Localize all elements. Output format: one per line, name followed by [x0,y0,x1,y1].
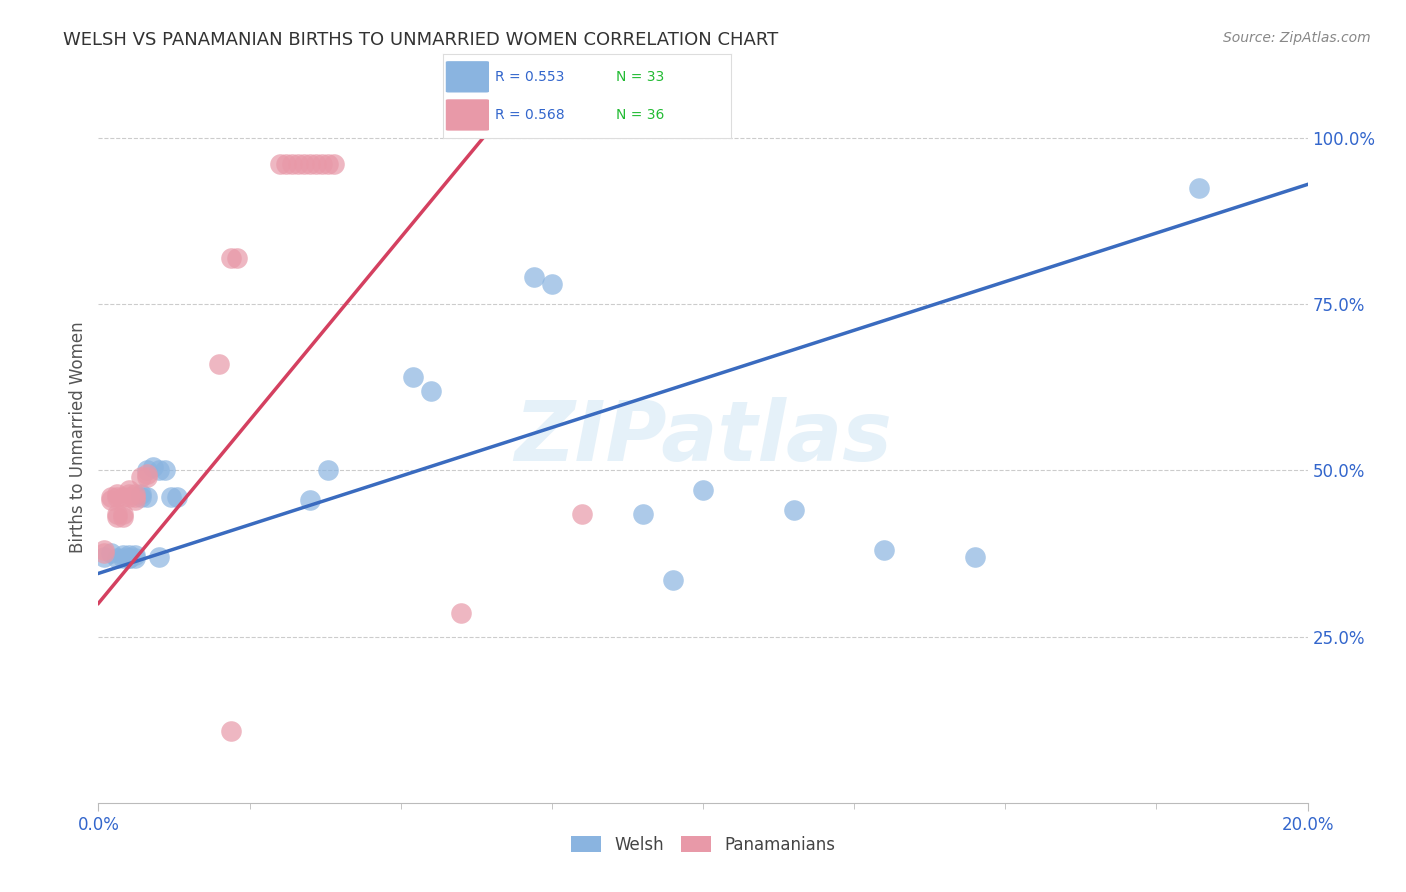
Text: N = 33: N = 33 [616,70,664,84]
Point [316,157,339,171]
Text: ZIPatlas: ZIPatlas [515,397,891,477]
Point [269,157,291,171]
Point [129,486,152,500]
Point [166,490,188,504]
Point [124,490,146,504]
Point [111,549,134,563]
Point [1188,180,1211,194]
Point [148,549,170,564]
Point [105,486,128,500]
Text: N = 36: N = 36 [616,108,664,122]
Point [100,493,122,508]
Point [111,490,134,504]
Point [118,486,141,500]
Point [692,483,714,498]
Y-axis label: Births to Unmarried Women: Births to Unmarried Women [69,321,87,553]
Point [208,357,231,371]
Point [118,549,141,563]
Point [316,463,339,477]
Point [160,490,183,504]
Text: WELSH VS PANAMANIAN BIRTHS TO UNMARRIED WOMEN CORRELATION CHART: WELSH VS PANAMANIAN BIRTHS TO UNMARRIED … [63,31,779,49]
Point [105,551,128,566]
Point [118,490,141,504]
Point [153,463,176,477]
Point [135,463,157,477]
Point [281,157,304,171]
Point [111,507,134,521]
Text: Source: ZipAtlas.com: Source: ZipAtlas.com [1223,31,1371,45]
Point [111,509,134,524]
Point [148,463,170,477]
Point [631,507,654,521]
Point [135,467,157,481]
Point [105,490,128,504]
FancyBboxPatch shape [446,62,489,93]
Point [129,490,152,504]
Point [221,251,243,265]
Point [292,157,315,171]
Point [124,486,146,500]
Point [873,543,896,558]
Point [226,251,249,265]
Point [100,490,122,504]
Point [111,551,134,566]
Point [118,483,141,498]
Point [221,723,243,738]
Point [299,493,322,508]
Point [661,573,683,587]
Point [135,470,157,484]
Point [135,490,157,504]
Point [93,543,115,558]
Point [402,370,425,384]
Point [311,157,333,171]
Point [129,470,152,484]
Point [420,384,443,398]
FancyBboxPatch shape [446,99,489,130]
Point [305,157,328,171]
Point [783,503,806,517]
Point [93,549,115,564]
Point [523,270,546,285]
Point [142,460,165,475]
Point [105,507,128,521]
Point [118,551,141,566]
Point [124,549,146,563]
Point [105,509,128,524]
Point [100,546,122,560]
Text: R = 0.553: R = 0.553 [495,70,564,84]
Point [323,157,346,171]
Point [540,277,562,292]
Text: R = 0.568: R = 0.568 [495,108,564,122]
Point [118,551,141,566]
Point [124,493,146,508]
Point [450,607,472,621]
Point [965,549,987,564]
Point [274,157,297,171]
Point [124,551,146,566]
Point [571,507,593,521]
Point [287,157,309,171]
Legend: Welsh, Panamanians: Welsh, Panamanians [564,829,842,860]
Point [93,546,115,560]
Point [299,157,322,171]
